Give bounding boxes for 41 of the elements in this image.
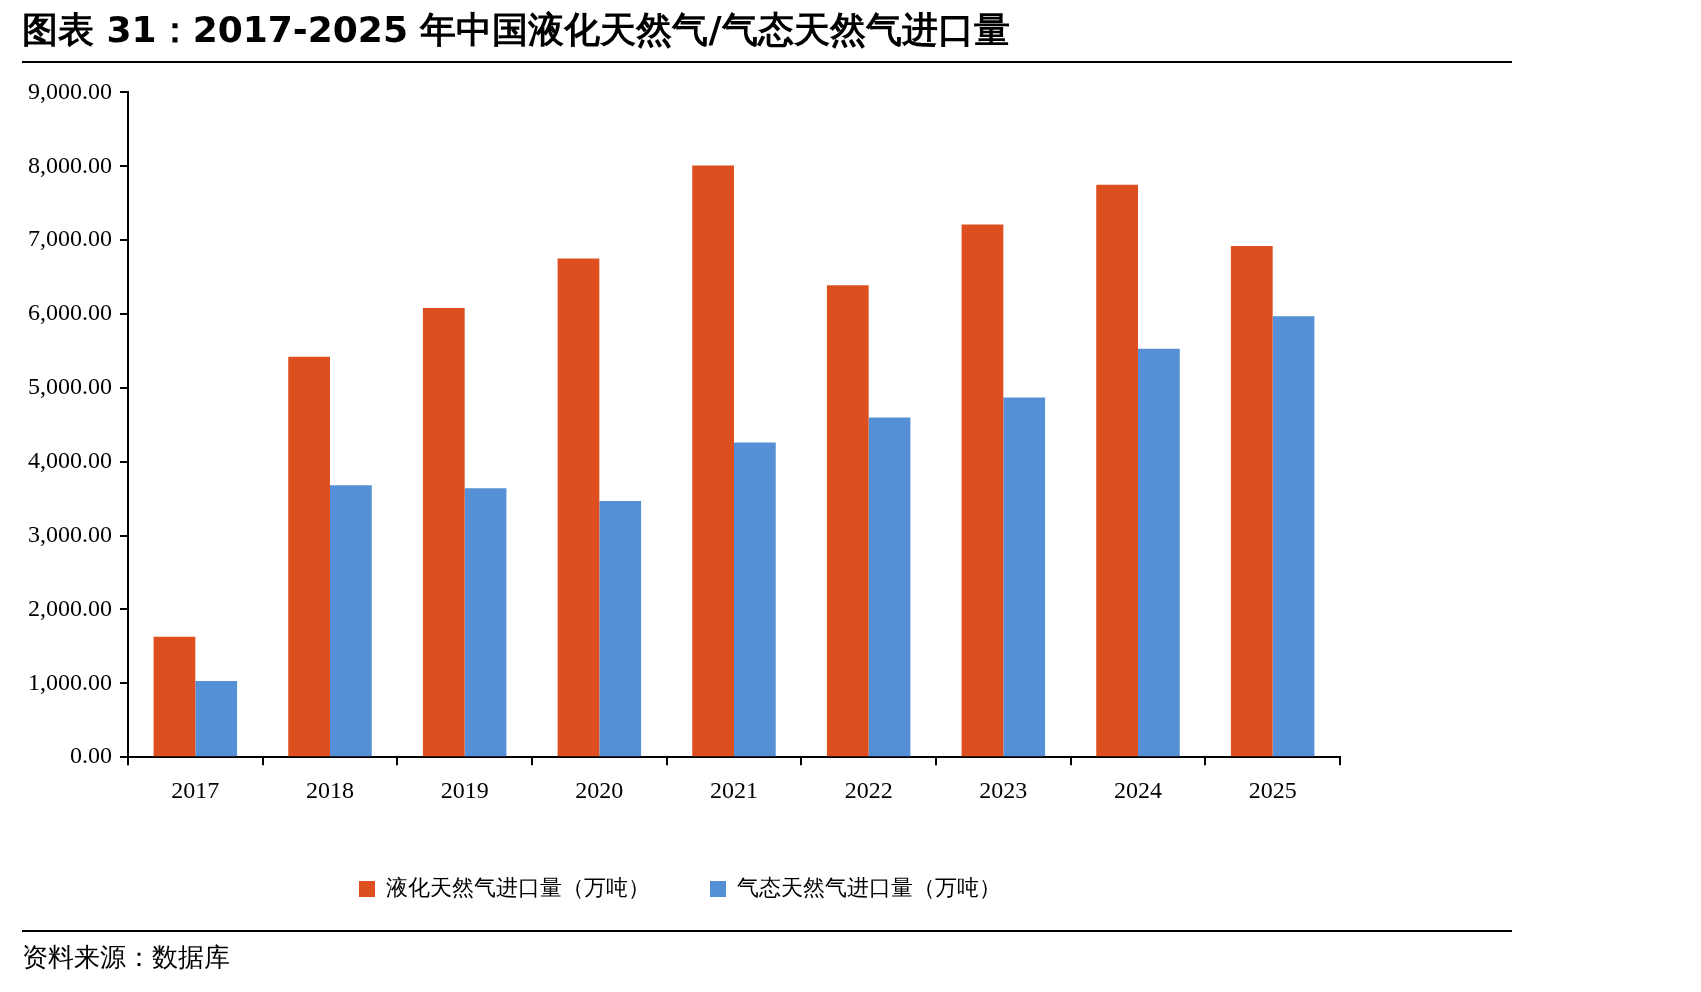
x-tick-label: 2024 [1114,776,1162,803]
bar [195,681,238,757]
bar [868,417,911,757]
legend-label: 液化天然气进口量（万吨） [386,874,650,900]
bar [1096,184,1138,757]
legend-label: 气态天然气进口量（万吨） [737,874,1001,900]
bar [422,308,465,757]
bar [288,356,330,757]
bar [153,636,196,757]
x-tick-label: 2020 [575,776,624,803]
bar [599,500,642,757]
y-tick-label: 0.00 [70,742,112,769]
y-tick-label: 4,000.00 [28,447,112,474]
x-tick-label: 2017 [171,776,220,803]
x-tick-label: 2023 [979,776,1028,803]
y-tick-label: 1,000.00 [28,668,112,695]
bar [692,165,734,757]
y-tick-label: 5,000.00 [28,373,112,400]
y-tick-label: 9,000.00 [28,77,112,104]
y-tick-label: 3,000.00 [28,520,112,547]
bar [1003,397,1046,757]
y-tick-label: 6,000.00 [28,299,112,326]
chart-title: 图表 31：2017-2025 年中国液化天然气/气态天然气进口量 [22,6,1512,63]
y-tick-label: 7,000.00 [28,225,112,252]
bar [734,442,776,757]
bar [826,285,869,757]
bar [557,258,600,757]
x-tick-label: 2018 [306,776,354,803]
x-tick-label: 2019 [440,776,489,803]
bar [330,485,372,757]
bar [464,488,507,757]
y-tick-label: 8,000.00 [28,151,112,178]
x-tick-label: 2021 [710,776,758,803]
x-tick-label: 2022 [844,776,893,803]
bar [1138,348,1180,757]
bar [961,224,1004,757]
bar [1230,246,1273,757]
text: 资料来源：数据库 [22,930,1512,975]
y-tick-label: 2,000.00 [28,594,112,621]
x-tick-label: 2025 [1248,776,1297,803]
bar [1272,316,1315,757]
